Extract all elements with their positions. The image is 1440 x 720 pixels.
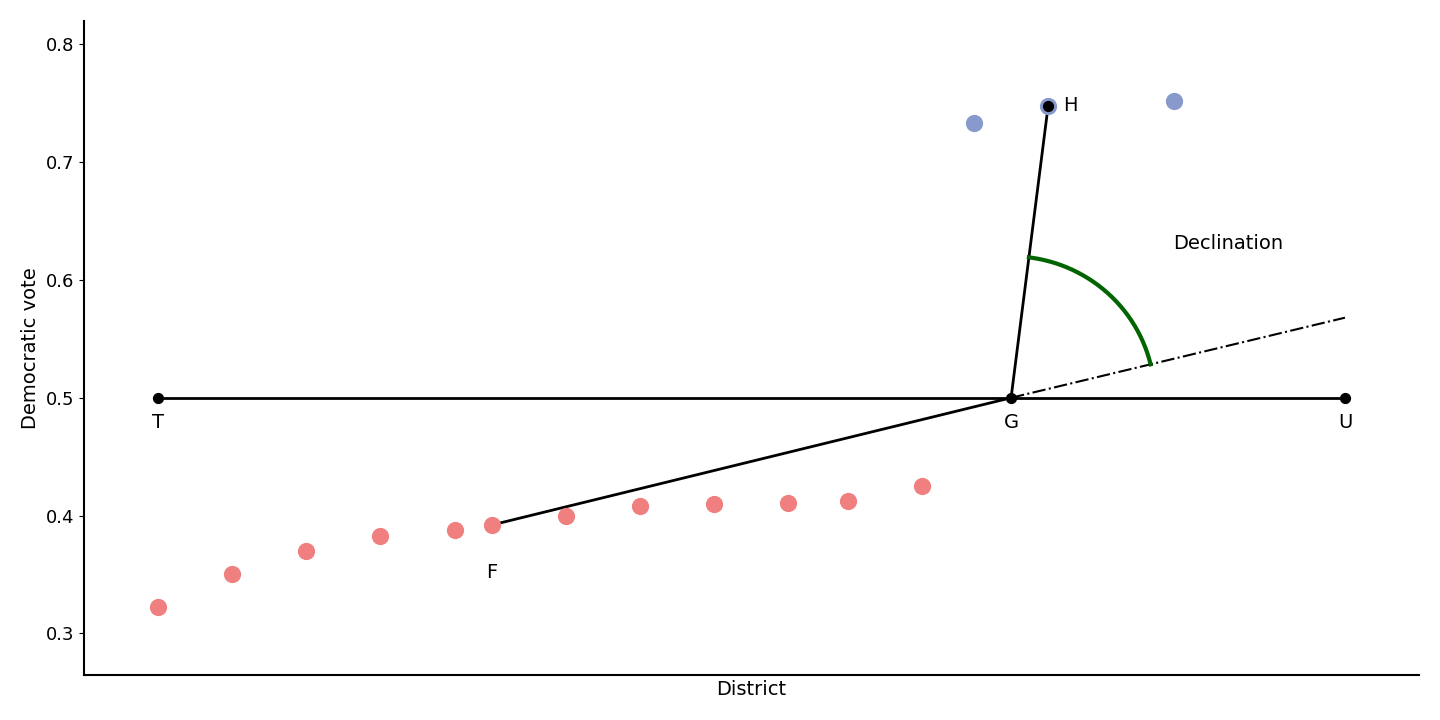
Point (1037, 100, 1060, 112)
Point (147, 392, 170, 403)
Text: U: U (1338, 413, 1352, 432)
Text: H: H (1063, 96, 1077, 115)
Point (910, 480, 933, 492)
X-axis label: District: District (716, 680, 786, 699)
Point (444, 524, 467, 536)
Point (629, 500, 652, 512)
Point (1162, 95, 1185, 107)
Point (1037, 100, 1060, 112)
Text: T: T (151, 413, 164, 432)
Point (1333, 392, 1356, 403)
Text: Declination: Declination (1172, 234, 1283, 253)
Point (703, 498, 726, 510)
Point (295, 545, 318, 557)
Text: F: F (487, 563, 497, 582)
Point (837, 495, 860, 507)
Y-axis label: Democratic vote: Democratic vote (20, 267, 40, 428)
Point (999, 392, 1022, 403)
Point (778, 497, 801, 508)
Point (480, 519, 503, 531)
Point (962, 117, 985, 129)
Text: G: G (1004, 413, 1018, 432)
Point (147, 602, 170, 613)
Point (220, 569, 243, 580)
Point (554, 510, 577, 521)
Point (369, 530, 392, 541)
